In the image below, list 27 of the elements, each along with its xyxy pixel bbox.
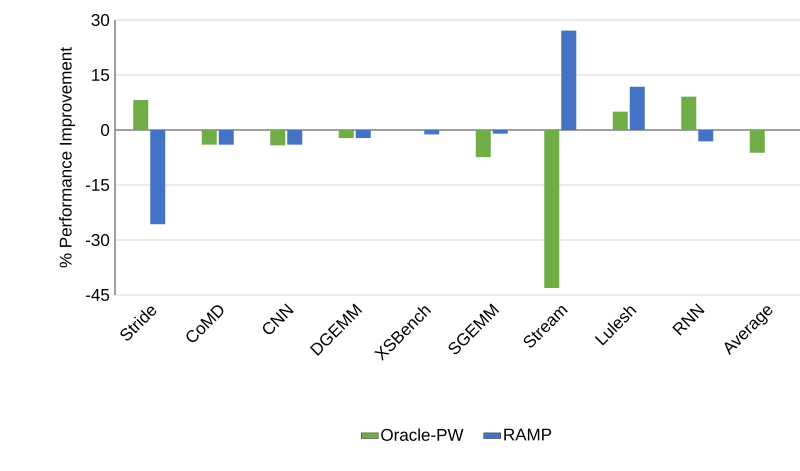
bar: [612, 112, 628, 130]
bar: [338, 130, 354, 138]
bar: [133, 100, 148, 130]
y-tick-label: 15: [92, 69, 110, 81]
bar: [218, 130, 234, 145]
legend-label: RAMP: [504, 428, 552, 440]
bar: [698, 130, 714, 142]
bar: [561, 30, 576, 130]
bar: [424, 130, 440, 134]
legend-label: Oracle-PW: [381, 428, 464, 441]
bar: [630, 86, 645, 130]
bar: [202, 130, 217, 145]
bar: [287, 130, 302, 145]
bar: [270, 130, 286, 146]
bar: [356, 130, 371, 138]
y-tick-label: -15: [86, 179, 110, 191]
bar: [750, 130, 765, 153]
bar: [492, 130, 508, 134]
bar: [544, 130, 560, 288]
y-tick-label: -45: [86, 289, 110, 301]
y-tick-label: 0: [101, 124, 110, 136]
bar: [476, 130, 491, 158]
y-tick-label: -30: [86, 234, 110, 246]
bar: [681, 96, 696, 130]
bar: [150, 130, 166, 224]
y-tick-label: 30: [92, 14, 110, 26]
y-axis-title: % Performance Improvement: [59, 47, 76, 268]
